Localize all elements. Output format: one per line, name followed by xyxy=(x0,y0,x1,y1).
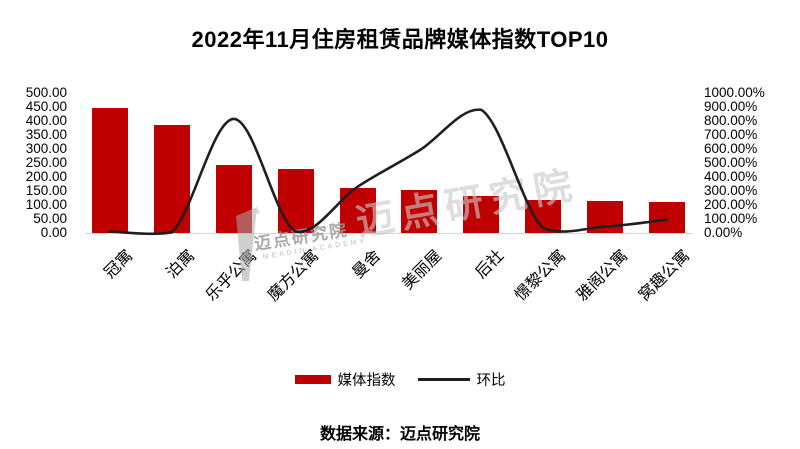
line-series-huanbi xyxy=(108,108,669,236)
axis-tick-label: 400.00 xyxy=(25,113,67,128)
chart-legend: 媒体指数 环比 xyxy=(0,369,800,390)
legend-bar-swatch xyxy=(294,375,331,384)
legend-bar-label: 媒体指数 xyxy=(337,373,396,389)
axis-tick-label: 250.00 xyxy=(25,155,67,170)
bar-后社 xyxy=(463,196,500,233)
axis-tick-label: 0.00% xyxy=(704,225,743,240)
category-label-魔方公寓: 魔方公寓 xyxy=(264,247,322,305)
axis-tick-label: 150.00 xyxy=(25,183,67,198)
axis-tick-label: 200.00% xyxy=(704,197,758,212)
axis-tick-label: 400.00% xyxy=(704,169,758,184)
bar-冠寓 xyxy=(92,108,128,233)
axis-tick-label: 0.00 xyxy=(40,225,67,240)
axis-tick-label: 300.00% xyxy=(704,183,758,198)
data-source-note: 数据来源：迈点研究院 xyxy=(319,426,480,443)
axis-tick-label: 900.00% xyxy=(704,99,758,114)
axis-tick-label: 700.00% xyxy=(704,127,758,142)
axis-tick-label: 1000.00% xyxy=(704,85,765,100)
axis-tick-label: 300.00 xyxy=(25,141,67,156)
axis-tick-label: 50.00 xyxy=(33,211,67,226)
bar-魔方公寓 xyxy=(277,169,314,233)
huanbi-line-path xyxy=(108,108,669,236)
axis-tick-label: 350.00 xyxy=(25,127,67,142)
axis-tick-label: 100.00 xyxy=(25,197,67,212)
axis-tick-label: 100.00% xyxy=(704,211,758,226)
axis-tick-label: 800.00% xyxy=(704,113,758,128)
category-label-窝趣公寓: 窝趣公寓 xyxy=(635,247,694,305)
bar-series-media-index xyxy=(85,93,697,233)
legend-line-swatch xyxy=(417,378,470,381)
axis-tick-label: 500.00% xyxy=(704,155,758,170)
axis-tick-label: 200.00 xyxy=(25,169,67,184)
category-label-美丽屋: 美丽屋 xyxy=(399,247,446,294)
axis-tick-label: 500.00 xyxy=(25,85,67,100)
bar-窝趣公寓 xyxy=(649,201,685,233)
chart-title: 2022年11月住房租赁品牌媒体指数TOP10 xyxy=(191,27,609,52)
bar-美丽屋 xyxy=(401,190,438,233)
category-label-雅阁公寓: 雅阁公寓 xyxy=(574,247,632,305)
category-label-憬黎公寓: 憬黎公寓 xyxy=(512,247,570,305)
legend-line-label: 环比 xyxy=(476,373,506,389)
x-axis-line xyxy=(85,233,693,234)
category-label-乐乎公寓: 乐乎公寓 xyxy=(202,247,261,305)
axis-tick-label: 600.00% xyxy=(704,141,758,156)
axis-tick-label: 450.00 xyxy=(25,99,67,114)
